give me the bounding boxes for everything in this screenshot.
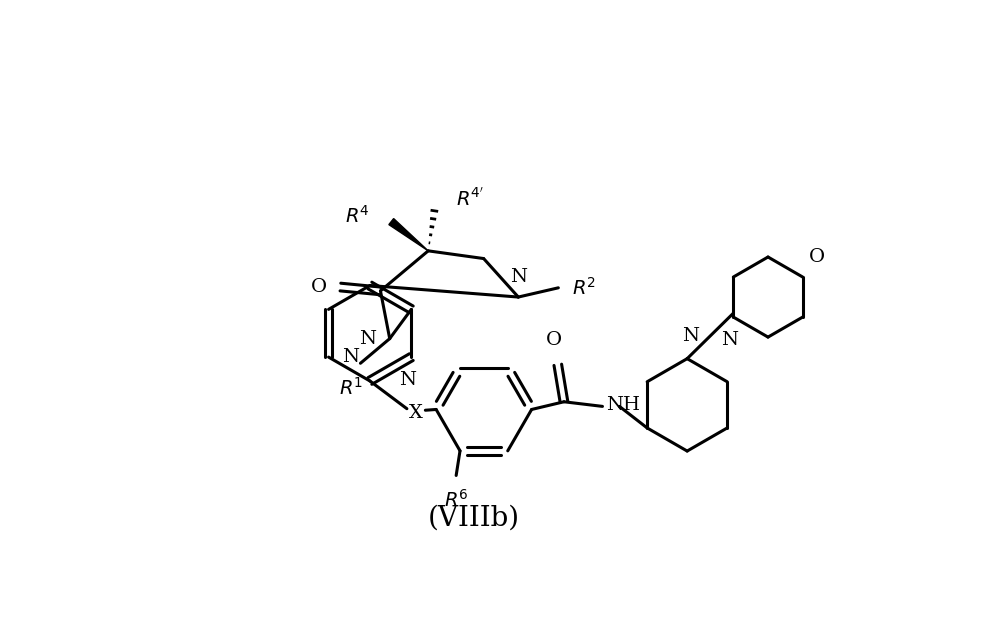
- Text: (VIIIb): (VIIIb): [428, 504, 519, 532]
- Text: $R^{4'}$: $R^{4'}$: [456, 188, 485, 210]
- Text: $R^2$: $R^2$: [572, 277, 596, 299]
- Text: N: N: [359, 330, 376, 348]
- Text: N: N: [399, 371, 416, 389]
- Text: $R^1$: $R^1$: [339, 377, 364, 399]
- Text: N: N: [342, 348, 359, 366]
- Text: N: N: [682, 327, 699, 345]
- Text: X: X: [410, 404, 423, 422]
- Text: N: N: [721, 331, 738, 349]
- Text: O: O: [545, 332, 562, 350]
- Text: N: N: [509, 268, 526, 286]
- Text: $R^6$: $R^6$: [444, 489, 469, 511]
- Text: $R^4$: $R^4$: [345, 204, 370, 227]
- Polygon shape: [389, 219, 429, 251]
- Text: O: O: [311, 278, 327, 296]
- Text: O: O: [809, 248, 825, 266]
- Text: NH: NH: [606, 396, 640, 414]
